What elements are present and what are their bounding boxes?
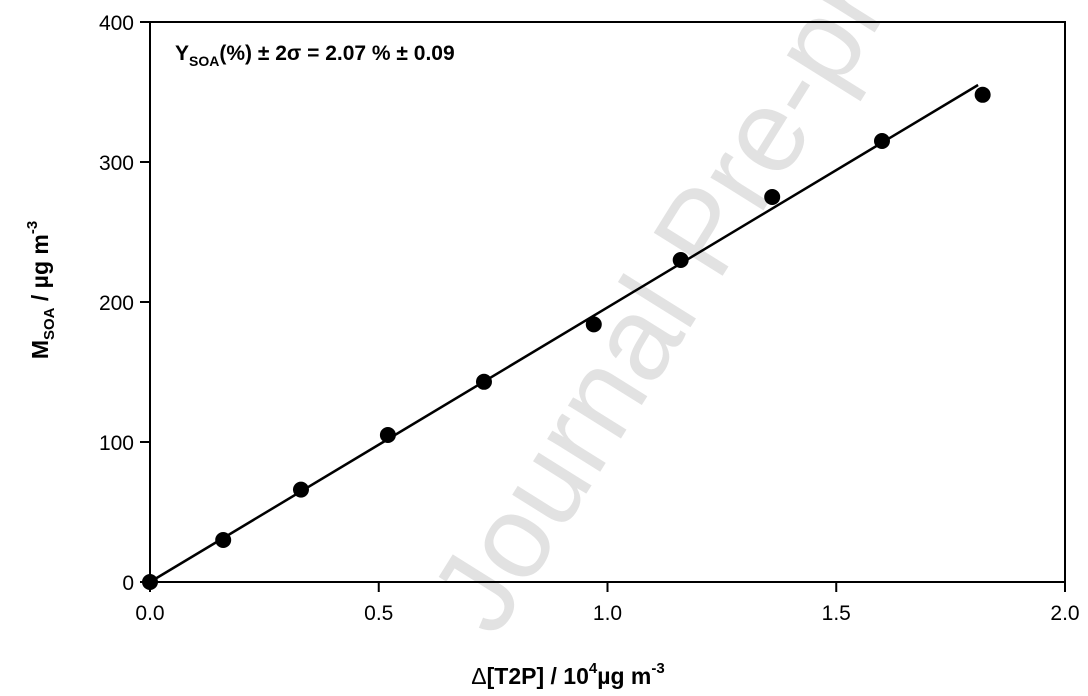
x-tick-label: 0.5	[364, 602, 393, 625]
y-axis-sup: -3	[24, 221, 41, 234]
x-tick-label: 2.0	[1050, 602, 1079, 625]
y-tick-label: 400	[99, 12, 134, 35]
data-point	[672, 252, 689, 268]
y-tick-label: 100	[99, 432, 134, 455]
data-point	[215, 532, 232, 548]
y-tick-label: 300	[99, 152, 134, 175]
y-tick-label: 0	[122, 572, 134, 595]
x-tick-label: 0.0	[135, 602, 164, 625]
x-axis-mid: µg m	[597, 663, 651, 689]
data-point	[475, 373, 492, 390]
fit-line	[149, 83, 979, 584]
data-point	[585, 316, 602, 333]
data-points	[142, 86, 991, 590]
annotation-subscript: SOA	[189, 53, 219, 69]
watermark: Journal Pre-proof	[405, 0, 1000, 654]
x-axis-title: Δ[T2P] / 104µg m-3	[471, 660, 664, 689]
y-axis-ticks	[140, 21, 150, 583]
x-axis-sup1: 4	[589, 660, 598, 677]
y-tick-label: 200	[99, 292, 134, 315]
x-axis-ticks	[149, 582, 1066, 592]
yield-annotation: YSOA(%) ± 2σ = 2.07 % ± 0.09	[175, 42, 455, 69]
annotation-prefix: Y	[175, 42, 189, 65]
data-point	[874, 133, 890, 149]
annotation-rest: (%) ± 2σ = 2.07 % ± 0.09	[219, 42, 454, 65]
x-axis-sup2: -3	[651, 660, 664, 677]
x-axis-delta: Δ	[471, 663, 486, 689]
y-axis-main: M	[27, 340, 53, 359]
y-axis-sub: SOA	[41, 307, 58, 340]
data-point	[974, 86, 991, 103]
x-tick-label: 1.5	[822, 602, 851, 625]
x-axis-tick-labels: 0.0 0.5 1.0 1.5 2.0	[135, 602, 1079, 625]
y-axis-tick-labels: 0 100 200 300 400	[99, 12, 134, 595]
x-tick-label: 1.0	[593, 602, 622, 625]
data-point	[142, 574, 158, 590]
data-point	[292, 481, 309, 498]
y-axis-title: MSOA / µg m-3	[24, 221, 58, 359]
y-axis-mid: / µg m	[27, 234, 53, 307]
data-point	[764, 189, 781, 205]
x-axis-main: [T2P] / 10	[487, 663, 589, 689]
data-point	[379, 427, 396, 443]
